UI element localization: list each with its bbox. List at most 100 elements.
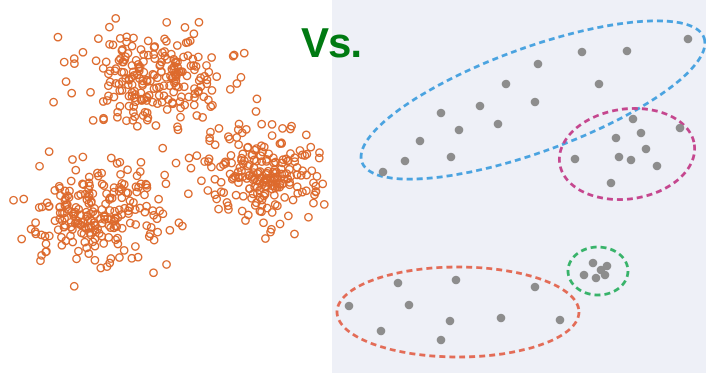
unclustered-point-0 xyxy=(228,51,238,61)
unclustered-point-1 xyxy=(119,179,129,189)
unclustered-point-0 xyxy=(212,72,222,82)
unclustered-point-1 xyxy=(88,207,98,217)
unclustered-point-2 xyxy=(301,186,311,196)
unclustered-point-0 xyxy=(161,36,171,46)
unclustered-point-2 xyxy=(238,191,248,201)
unclustered-point-0 xyxy=(61,77,71,87)
unclustered-point-1 xyxy=(105,206,115,215)
unclustered-point-0 xyxy=(232,79,242,88)
unclustered-point-0 xyxy=(196,82,206,91)
unclustered-point-1 xyxy=(41,239,51,249)
unclustered-point-1 xyxy=(80,237,90,247)
unclustered-point-1 xyxy=(31,218,40,227)
unclustered-point-2 xyxy=(228,173,238,183)
unclustered-point-1 xyxy=(106,254,116,263)
unclustered-point-2 xyxy=(300,151,310,160)
unclustered-point-0 xyxy=(184,92,194,102)
unclustered-point-2 xyxy=(262,168,272,178)
unclustered-point-1 xyxy=(117,184,126,194)
unclustered-point-0 xyxy=(111,64,121,73)
unclustered-point-0 xyxy=(129,93,139,103)
unclustered-point-1 xyxy=(79,180,89,190)
unclustered-point-0 xyxy=(113,112,122,122)
unclustered-point-2 xyxy=(233,172,243,182)
clustered-point-11 xyxy=(577,47,587,57)
unclustered-point-0 xyxy=(104,91,113,101)
unclustered-point-1 xyxy=(162,260,171,269)
unclustered-point-1 xyxy=(94,171,103,181)
unclustered-point-0 xyxy=(193,52,203,62)
unclustered-point-1 xyxy=(116,169,125,179)
unclustered-point-1 xyxy=(79,229,89,239)
unclustered-point-0 xyxy=(139,67,149,77)
unclustered-point-0 xyxy=(69,54,79,63)
unclustered-point-2 xyxy=(275,219,285,229)
unclustered-point-2 xyxy=(192,151,202,161)
unclustered-point-1 xyxy=(84,199,94,208)
clustered-point-35 xyxy=(436,335,446,345)
unclustered-point-2 xyxy=(272,201,282,211)
unclustered-point-2 xyxy=(287,121,296,131)
clustered-point-16 xyxy=(611,133,621,143)
unclustered-point-2 xyxy=(280,193,290,202)
unclustered-point-0 xyxy=(115,101,125,111)
unclustered-point-0 xyxy=(225,84,235,94)
unclustered-point-1 xyxy=(130,242,140,251)
unclustered-point-0 xyxy=(179,52,188,62)
unclustered-point-0 xyxy=(149,42,159,52)
unclustered-point-0 xyxy=(103,81,113,91)
unclustered-point-2 xyxy=(314,153,324,163)
unclustered-point-2 xyxy=(295,146,305,155)
unclustered-point-0 xyxy=(236,72,246,82)
clustered-point-40 xyxy=(555,315,565,325)
unclustered-point-0 xyxy=(105,22,114,32)
unclustered-point-2 xyxy=(307,166,317,176)
unclustered-point-2 xyxy=(203,186,213,195)
unclustered-point-1 xyxy=(99,211,109,221)
unclustered-point-0 xyxy=(176,112,185,122)
unclustered-point-1 xyxy=(84,192,94,202)
unclustered-point-1 xyxy=(71,165,81,175)
unclustered-point-1 xyxy=(34,203,44,212)
clustered-panel xyxy=(332,0,706,373)
unclustered-point-2 xyxy=(248,150,257,160)
unclustered-point-2 xyxy=(290,229,299,239)
unclustered-point-0 xyxy=(162,105,172,114)
unclustered-point-1 xyxy=(94,229,104,238)
unclustered-point-0 xyxy=(118,57,127,67)
clustered-point-22 xyxy=(652,161,662,171)
unclustered-point-1 xyxy=(90,255,100,265)
unclustered-point-2 xyxy=(160,170,170,180)
unclustered-point-0 xyxy=(78,47,88,57)
unclustered-point-0 xyxy=(157,57,166,67)
unclustered-point-2 xyxy=(224,205,233,214)
unclustered-point-2 xyxy=(214,204,223,214)
unclustered-point-2 xyxy=(275,180,285,189)
unclustered-point-0 xyxy=(229,50,239,60)
unclustered-point-2 xyxy=(312,171,322,181)
cluster-outline-red xyxy=(335,265,581,359)
clustered-point-38 xyxy=(496,313,506,323)
unclustered-point-1 xyxy=(158,209,168,219)
unclustered-point-1 xyxy=(174,218,184,228)
unclustered-point-0 xyxy=(162,17,172,27)
clustered-points xyxy=(344,34,693,345)
unclustered-point-2 xyxy=(292,182,302,192)
unclustered-point-2 xyxy=(216,177,226,187)
unclustered-point-0 xyxy=(139,50,149,59)
unclustered-point-0 xyxy=(188,54,198,64)
unclustered-point-2 xyxy=(219,188,229,198)
unclustered-point-2 xyxy=(259,218,268,228)
unclustered-point-1 xyxy=(66,222,76,232)
unclustered-point-0 xyxy=(109,92,119,102)
unclustered-point-1 xyxy=(106,223,115,233)
clustered-point-32 xyxy=(393,278,403,288)
clustered-point-39 xyxy=(530,282,540,292)
unclustered-point-0 xyxy=(88,115,98,125)
unclustered-point-1 xyxy=(54,181,64,191)
unclustered-point-1 xyxy=(124,209,133,218)
unclustered-point-1 xyxy=(149,268,158,278)
unclustered-point-0 xyxy=(202,75,212,85)
unclustered-point-0 xyxy=(176,103,185,113)
unclustered-point-2 xyxy=(302,149,312,159)
